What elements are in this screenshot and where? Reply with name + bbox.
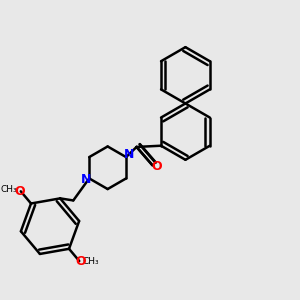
- Text: O: O: [75, 254, 86, 268]
- Text: CH₃: CH₃: [1, 185, 17, 194]
- Text: O: O: [152, 160, 162, 173]
- Text: N: N: [81, 173, 92, 186]
- Text: N: N: [124, 148, 134, 161]
- Text: CH₃: CH₃: [83, 257, 99, 266]
- Text: O: O: [14, 185, 25, 198]
